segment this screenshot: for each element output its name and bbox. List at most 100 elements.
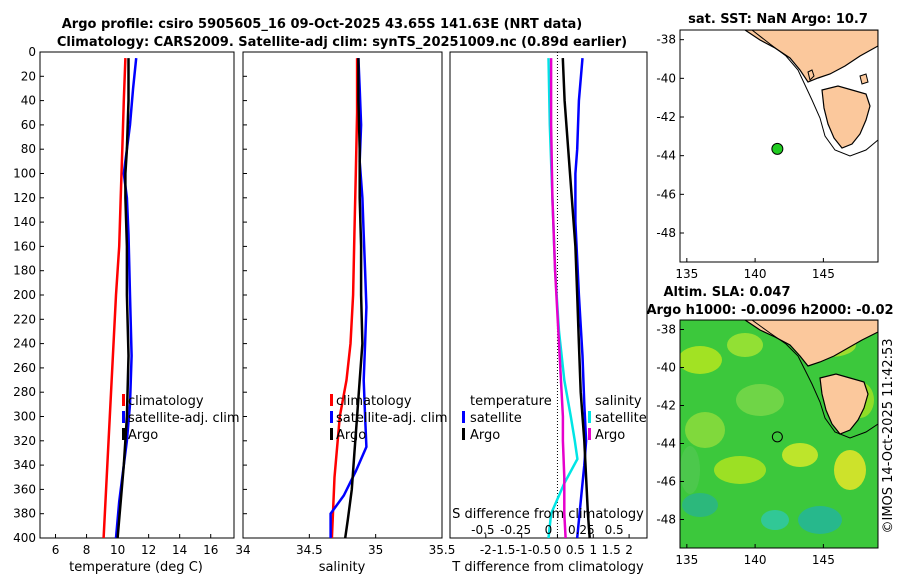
legend-swatch-t-satellite xyxy=(462,411,465,423)
depth-tick-label: 140 xyxy=(13,215,36,229)
sst-map-panel: sat. SST: NaN Argo: 10.7 -38 -40 -42 -44 -46… xyxy=(656,12,879,281)
legend-label-argo: Argo xyxy=(336,428,366,443)
temperature-tick-label: 14 xyxy=(172,543,187,557)
difference-line-s-argo xyxy=(549,58,567,538)
legend-swatch-t-argo xyxy=(462,428,465,440)
depth-tick-label: 120 xyxy=(13,191,36,205)
salinity-tick-label: 34.5 xyxy=(296,543,323,557)
depth-tick-label: 20 xyxy=(21,69,36,83)
argo-location-marker xyxy=(771,431,783,443)
depth-tick-label: 360 xyxy=(13,482,36,496)
s-difference-tick-label: -0.25 xyxy=(500,523,531,537)
t-difference-tick-label: 1 xyxy=(589,543,597,557)
latitude-tick-label: -46 xyxy=(656,187,676,201)
depth-tick-label: 200 xyxy=(13,288,36,302)
t-difference-tick-label: 0.5 xyxy=(566,543,585,557)
salinity-tick-label: 35.5 xyxy=(429,543,456,557)
depth-tick-label: 340 xyxy=(13,458,36,472)
legend-label-t-satellite: satellite xyxy=(470,411,522,426)
sst-map-title: sat. SST: NaN Argo: 10.7 xyxy=(688,12,868,27)
salinity-axes-frame xyxy=(242,51,443,539)
longitude-tick-label: 140 xyxy=(744,553,767,567)
sla-map-panel: Altim. SLA: 0.047 Argo h1000: -0.0096 h2… xyxy=(646,285,893,567)
temperature-series xyxy=(102,57,138,538)
legend-title-salinity: salinity xyxy=(595,394,642,409)
sla-map-longitude-labels: 135 140 145 xyxy=(675,544,835,567)
s-difference-tick-label: 0 xyxy=(545,523,553,537)
depth-tick-label: 160 xyxy=(13,239,36,253)
depth-tick-label: 60 xyxy=(21,118,36,132)
latitude-tick-label: -48 xyxy=(656,513,676,527)
latitude-tick-label: -44 xyxy=(656,149,676,163)
legend-label-s-argo: Argo xyxy=(595,428,625,443)
legend-label-s-satellite: satellite xyxy=(595,411,647,426)
figure-title-line1: Argo profile: csiro 5905605_16 09-Oct-20… xyxy=(62,17,583,32)
temperature-tick-label: 6 xyxy=(52,543,60,557)
legend-label-satellite: satellite-adj. clim xyxy=(128,411,240,426)
depth-tick-label: 280 xyxy=(13,385,36,399)
t-difference-tick-labels: -2 -1.5 -1 -0.5 0 0.5 1 1.5 2 xyxy=(480,534,633,557)
latitude-tick-label: -38 xyxy=(656,323,676,337)
salinity-xlabel: salinity xyxy=(319,560,366,575)
legend-title-temperature: temperature xyxy=(470,394,552,409)
tasmania-land xyxy=(821,85,871,149)
legend-swatch-climatology xyxy=(122,394,125,406)
sla-map-title-line2: Argo h1000: -0.0096 h2000: -0.02 xyxy=(646,303,893,318)
t-difference-tick-label: 2 xyxy=(625,543,633,557)
figure-title-line2: Climatology: CARS2009. Satellite-adj cli… xyxy=(57,35,627,50)
depth-tick-label: 380 xyxy=(13,507,36,521)
legend-label-climatology: climatology xyxy=(128,394,204,409)
t-difference-xlabel: T difference from climatology xyxy=(451,560,644,575)
temperature-axes-frame xyxy=(39,51,235,539)
latitude-tick-label: -48 xyxy=(656,226,676,240)
depth-tick-label: 240 xyxy=(13,337,36,351)
salinity-panel: 34 34.5 35 35.5 salinity climatology satell… xyxy=(235,51,456,575)
depth-tick-label: 0 xyxy=(28,45,36,59)
t-difference-tick-label: -0.5 xyxy=(528,543,551,557)
legend-swatch-s-argo xyxy=(588,428,591,440)
difference-series xyxy=(547,57,591,538)
latitude-tick-label: -40 xyxy=(656,71,676,85)
temperature-tick-label: 8 xyxy=(83,543,91,557)
temperature-tick-label: 16 xyxy=(203,543,218,557)
sla-map-frame xyxy=(679,319,879,549)
legend-label-satellite: satellite-adj. clim xyxy=(336,411,448,426)
depth-tick-label: 220 xyxy=(13,312,36,326)
difference-line-t-satellite xyxy=(574,57,588,538)
t-difference-tick-label: 1.5 xyxy=(602,543,621,557)
longitude-tick-label: 145 xyxy=(812,553,835,567)
t-difference-tick-label: -2 xyxy=(480,543,492,557)
temperature-tick-label: 12 xyxy=(141,543,156,557)
salinity-tick-labels: 34 34.5 35 35.5 xyxy=(235,51,456,557)
depth-tick-label: 260 xyxy=(13,361,36,375)
legend-label-argo: Argo xyxy=(128,428,158,443)
legend-swatch-satellite xyxy=(122,411,125,423)
temperature-line-climatology xyxy=(102,58,127,538)
flinders-island xyxy=(859,73,869,85)
king-island xyxy=(807,69,815,81)
salinity-tick-label: 34 xyxy=(235,543,250,557)
latitude-tick-label: -42 xyxy=(656,399,676,413)
latitude-tick-label: -46 xyxy=(656,475,676,489)
sst-map-latitude-labels: -38 -40 -42 -44 -46 -48 xyxy=(656,33,684,240)
legend-swatch-s-satellite xyxy=(588,411,591,423)
difference-panel: -2 -1.5 -1 -0.5 0 0.5 1 1.5 2 -0.5 -0.25 0 0.25 0.5 … xyxy=(449,51,648,575)
longitude-tick-label: 135 xyxy=(675,553,698,567)
temperature-tick-label: 10 xyxy=(110,543,125,557)
salinity-series xyxy=(329,58,368,538)
temperature-line-argo xyxy=(116,58,130,538)
sst-map-longitude-labels: 135 140 145 xyxy=(675,258,835,281)
depth-tick-label: 400 xyxy=(13,531,36,545)
difference-axes-frame xyxy=(449,51,648,539)
salinity-line-climatology xyxy=(330,58,359,538)
longitude-tick-label: 135 xyxy=(675,267,698,281)
latitude-tick-label: -38 xyxy=(656,33,676,47)
temperature-xlabel: temperature (deg C) xyxy=(69,560,203,575)
difference-line-t-argo xyxy=(561,58,591,538)
temperature-tick-labels: 6 8 10 12 14 16 xyxy=(52,534,218,557)
sla-map-title-line1: Altim. SLA: 0.047 xyxy=(664,285,791,300)
s-difference-tick-label: -0.5 xyxy=(471,523,494,537)
sla-tasmania-land xyxy=(819,373,869,435)
legend-swatch-argo xyxy=(330,428,333,440)
